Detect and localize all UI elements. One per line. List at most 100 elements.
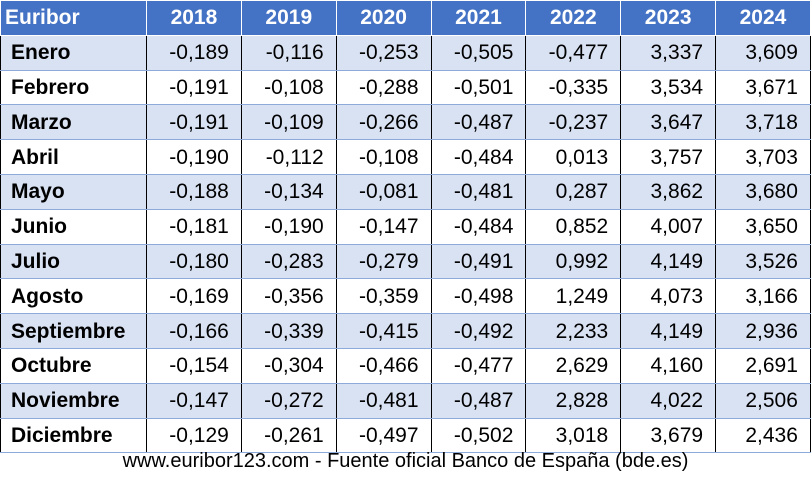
euribor-table: Euribor 2018 2019 2020 2021 2022 2023 20… <box>0 0 811 454</box>
rate-cell: -0,501 <box>430 69 527 106</box>
rate-cell: -0,288 <box>335 69 432 106</box>
rate-cell: 3,166 <box>715 278 811 315</box>
rate-cell: -0,272 <box>240 382 337 419</box>
rate-cell: 1,249 <box>525 278 622 315</box>
table-row: Julio -0,180 -0,283 -0,279 -0,491 0,992 4,149 3… <box>0 243 811 280</box>
rate-cell: -0,487 <box>430 382 527 419</box>
rate-cell: -0,279 <box>335 243 432 280</box>
year-header-2021: 2021 <box>430 0 527 36</box>
rate-cell: 3,680 <box>715 173 811 210</box>
rate-cell: 3,609 <box>715 34 811 71</box>
month-cell: Agosto <box>0 278 147 315</box>
table-header: Euribor 2018 2019 2020 2021 2022 2023 20… <box>0 0 811 36</box>
rate-cell: -0,497 <box>335 417 432 454</box>
rate-cell: -0,189 <box>146 34 242 71</box>
rate-cell: -0,188 <box>146 173 242 210</box>
rate-cell: 2,436 <box>715 417 811 454</box>
month-cell: Julio <box>0 243 147 280</box>
rate-cell: -0,491 <box>430 243 527 280</box>
rate-cell: -0,481 <box>335 382 432 419</box>
rate-cell: -0,481 <box>430 173 527 210</box>
table-row: Octubre -0,154 -0,304 -0,466 -0,477 2,629 4,16… <box>0 347 811 384</box>
rate-cell: 0,287 <box>525 173 622 210</box>
rate-cell: 0,013 <box>525 139 622 175</box>
year-header-2024: 2024 <box>715 0 811 36</box>
rate-cell: 3,526 <box>715 243 811 280</box>
rate-cell: -0,191 <box>146 104 242 141</box>
rate-cell: 0,852 <box>525 208 622 245</box>
corner-label: Euribor <box>0 0 147 36</box>
rate-cell: -0,253 <box>335 34 432 71</box>
rate-cell: -0,112 <box>240 139 337 175</box>
rate-cell: 3,018 <box>525 417 622 454</box>
year-header-2018: 2018 <box>146 0 242 36</box>
rate-cell: 4,149 <box>620 313 717 349</box>
header-row: Euribor 2018 2019 2020 2021 2022 2023 20… <box>0 0 811 36</box>
rate-cell: 4,073 <box>620 278 717 315</box>
table-row: Mayo -0,188 -0,134 -0,081 -0,481 0,287 3,862 3,… <box>0 173 811 210</box>
month-cell: Febrero <box>0 69 147 106</box>
year-header-2023: 2023 <box>620 0 717 36</box>
rate-cell: -0,339 <box>240 313 337 349</box>
rate-cell: -0,134 <box>240 173 337 210</box>
rate-cell: -0,261 <box>240 417 337 454</box>
table-row: Marzo -0,191 -0,109 -0,266 -0,487 -0,237 3,647… <box>0 104 811 141</box>
rate-cell: 3,862 <box>620 173 717 210</box>
rate-cell: 2,828 <box>525 382 622 419</box>
euribor-table-container: Euribor 2018 2019 2020 2021 2022 2023 20… <box>0 0 811 454</box>
table-row: Diciembre -0,129 -0,261 -0,497 -0,502 3,018 3,… <box>0 417 811 454</box>
rate-cell: -0,116 <box>240 34 337 71</box>
year-header-2019: 2019 <box>240 0 337 36</box>
rate-cell: -0,109 <box>240 104 337 141</box>
rate-cell: -0,147 <box>146 382 242 419</box>
rate-cell: -0,147 <box>335 208 432 245</box>
rate-cell: -0,487 <box>430 104 527 141</box>
rate-cell: -0,466 <box>335 347 432 384</box>
table-row: Junio -0,181 -0,190 -0,147 -0,484 0,852 4,007 3… <box>0 208 811 245</box>
rate-cell: -0,283 <box>240 243 337 280</box>
month-cell: Diciembre <box>0 417 147 454</box>
rate-cell: 2,936 <box>715 313 811 349</box>
rate-cell: -0,502 <box>430 417 527 454</box>
rate-cell: 4,149 <box>620 243 717 280</box>
rate-cell: 4,007 <box>620 208 717 245</box>
rate-cell: -0,190 <box>240 208 337 245</box>
rate-cell: 0,992 <box>525 243 622 280</box>
rate-cell: 2,629 <box>525 347 622 384</box>
rate-cell: 3,718 <box>715 104 811 141</box>
rate-cell: -0,477 <box>430 347 527 384</box>
rate-cell: 3,703 <box>715 139 811 175</box>
rate-cell: -0,154 <box>146 347 242 384</box>
month-cell: Junio <box>0 208 147 245</box>
source-footer: www.euribor123.com - Fuente oficial Banc… <box>122 450 689 472</box>
rate-cell: -0,477 <box>525 34 622 71</box>
month-cell: Marzo <box>0 104 147 141</box>
table-row: Enero -0,189 -0,116 -0,253 -0,505 -0,477 3,337… <box>0 34 811 71</box>
table-row: Septiembre -0,166 -0,339 -0,415 -0,492 2,233 4… <box>0 313 811 349</box>
rate-cell: -0,081 <box>335 173 432 210</box>
year-header-2022: 2022 <box>525 0 622 36</box>
rate-cell: -0,415 <box>335 313 432 349</box>
rate-cell: -0,359 <box>335 278 432 315</box>
rate-cell: -0,484 <box>430 139 527 175</box>
table-body: Enero -0,189 -0,116 -0,253 -0,505 -0,477 3,337… <box>0 34 811 454</box>
rate-cell: -0,492 <box>430 313 527 349</box>
rate-cell: -0,237 <box>525 104 622 141</box>
month-cell: Mayo <box>0 173 147 210</box>
rate-cell: -0,191 <box>146 69 242 106</box>
table-row: Abril -0,190 -0,112 -0,108 -0,484 0,013 3,757 3… <box>0 139 811 175</box>
rate-cell: 3,650 <box>715 208 811 245</box>
rate-cell: -0,108 <box>240 69 337 106</box>
rate-cell: 4,022 <box>620 382 717 419</box>
rate-cell: -0,498 <box>430 278 527 315</box>
rate-cell: 3,534 <box>620 69 717 106</box>
month-cell: Abril <box>0 139 147 175</box>
month-cell: Octubre <box>0 347 147 384</box>
year-header-2020: 2020 <box>335 0 432 36</box>
rate-cell: -0,266 <box>335 104 432 141</box>
table-row: Agosto -0,169 -0,356 -0,359 -0,498 1,249 4,073… <box>0 278 811 315</box>
rate-cell: -0,335 <box>525 69 622 106</box>
rate-cell: 4,160 <box>620 347 717 384</box>
rate-cell: -0,356 <box>240 278 337 315</box>
rate-cell: -0,181 <box>146 208 242 245</box>
